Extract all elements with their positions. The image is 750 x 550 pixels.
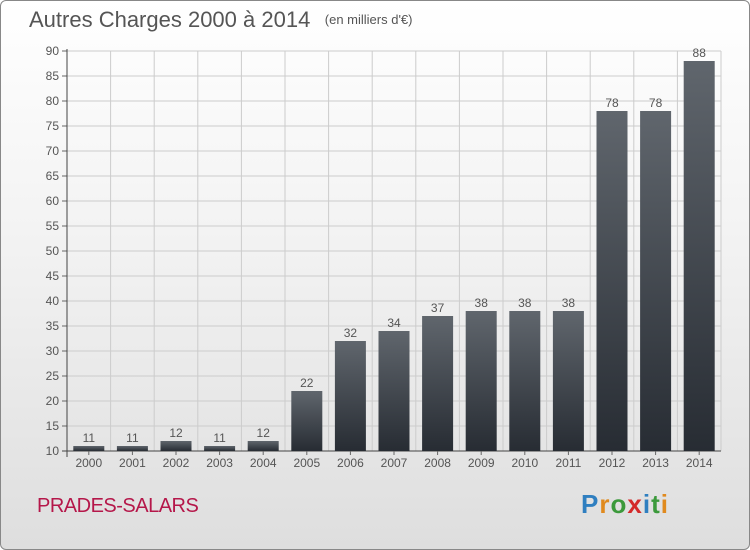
commune-name: PRADES-SALARS (37, 495, 199, 517)
y-tick-label: 35 (46, 319, 60, 333)
logo-letter: t (651, 489, 661, 519)
x-tick-label: 2008 (424, 456, 451, 470)
x-tick-label: 2010 (511, 456, 538, 470)
data-label: 88 (693, 46, 707, 60)
y-tick-label: 50 (46, 244, 60, 258)
x-tick-label: 2003 (206, 456, 233, 470)
x-tick-label: 2014 (686, 456, 713, 470)
y-tick-label: 75 (46, 119, 60, 133)
data-label: 12 (257, 426, 271, 440)
logo-letter: i (642, 489, 652, 519)
x-tick-label: 2000 (75, 456, 102, 470)
data-label: 32 (344, 326, 358, 340)
y-tick-label: 10 (46, 444, 60, 458)
bar (116, 446, 148, 451)
bar (73, 446, 105, 451)
x-tick-label: 2012 (599, 456, 626, 470)
data-label: 34 (387, 316, 401, 330)
y-tick-label: 90 (46, 44, 60, 58)
x-tick-label: 2005 (293, 456, 320, 470)
y-tick-label: 45 (46, 269, 60, 283)
bar (160, 441, 192, 451)
logo-letter: i (660, 489, 669, 519)
bar (552, 311, 584, 451)
bar (422, 316, 454, 451)
bar (683, 61, 715, 451)
x-tick-label: 2002 (163, 456, 190, 470)
data-label: 22 (300, 376, 314, 390)
logo-letter: P (581, 489, 600, 519)
data-label: 12 (169, 426, 183, 440)
chart-title-block: Autres Charges 2000 à 2014 (en milliers … (29, 7, 413, 33)
y-tick-label: 55 (46, 219, 60, 233)
y-tick-label: 15 (46, 419, 60, 433)
data-label: 78 (605, 96, 619, 110)
y-tick-label: 25 (46, 369, 60, 383)
data-label: 11 (83, 431, 96, 445)
y-tick-label: 40 (46, 294, 60, 308)
y-tick-label: 70 (46, 144, 60, 158)
bar (596, 111, 628, 451)
bar (334, 341, 366, 451)
x-tick-label: 2009 (468, 456, 495, 470)
x-tick-label: 2006 (337, 456, 364, 470)
y-tick-label: 65 (46, 169, 60, 183)
y-tick-label: 20 (46, 394, 60, 408)
logo-letter: x (627, 489, 643, 519)
bar (204, 446, 236, 451)
x-tick-label: 2011 (555, 456, 581, 470)
labels: 11 2000 11 2001 12 2002 11 2003 12 2004 22 2005 32 20… (75, 46, 712, 470)
x-tick-label: 2013 (642, 456, 669, 470)
data-label: 78 (649, 96, 663, 110)
data-label: 11 (126, 431, 139, 445)
y-tick-label: 30 (46, 344, 60, 358)
bar (640, 111, 672, 451)
y-tick-label: 80 (46, 94, 60, 108)
bar (291, 391, 323, 451)
bars (73, 61, 715, 451)
bar (378, 331, 410, 451)
data-label: 38 (518, 296, 532, 310)
y-tick-label: 85 (46, 69, 60, 83)
logo-letter: o (610, 489, 628, 519)
bar (247, 441, 279, 451)
y-tick-label: 60 (46, 194, 60, 208)
bar (465, 311, 497, 451)
chart-title: Autres Charges 2000 à 2014 (29, 7, 311, 32)
data-label: 11 (213, 431, 226, 445)
chart-subtitle: (en milliers d'€) (324, 12, 413, 27)
x-tick-label: 2001 (119, 456, 146, 470)
x-tick-label: 2007 (381, 456, 408, 470)
data-label: 37 (431, 301, 445, 315)
logo-letter: r (599, 489, 611, 519)
x-tick-label: 2004 (250, 456, 277, 470)
data-label: 38 (475, 296, 489, 310)
proxiti-logo: Proxiti (581, 489, 669, 520)
data-label: 38 (562, 296, 576, 310)
bar (509, 311, 541, 451)
